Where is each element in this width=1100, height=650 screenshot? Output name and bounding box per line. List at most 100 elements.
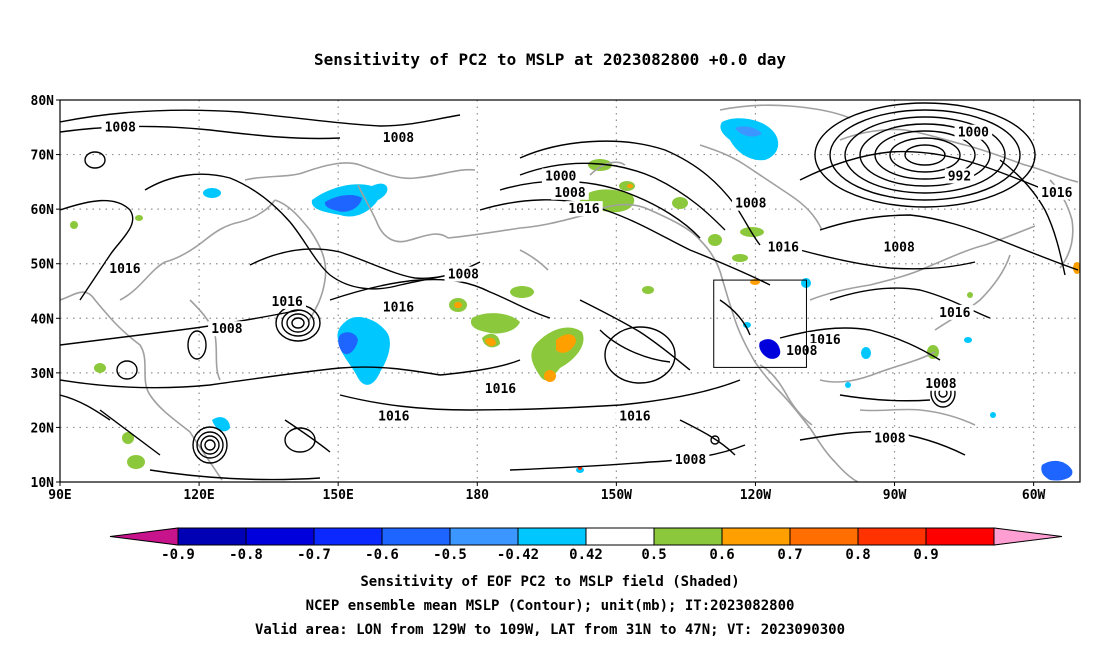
shade-negative-baja — [759, 339, 781, 359]
colorbar-label: -0.6 — [365, 547, 399, 563]
lon-label: 90E — [48, 488, 71, 500]
contour-label: 1016 — [619, 410, 650, 425]
contour-label-bg — [616, 408, 654, 424]
contour-label-bg — [764, 239, 803, 255]
colorbar-label: -0.42 — [497, 547, 539, 563]
colorbar-bin — [177, 527, 247, 546]
lat-label: 30N — [31, 367, 55, 382]
contour-label: 1000 — [545, 169, 576, 184]
contour-label-bg — [551, 184, 589, 200]
contour-label-bg — [101, 119, 140, 135]
contour-label-bg — [936, 304, 974, 320]
colorbar-label: 0.6 — [709, 547, 734, 563]
colorbar-bin — [925, 527, 995, 546]
colorbar-bin — [721, 527, 791, 546]
colorbar-bin — [653, 527, 723, 546]
low-pressure-center — [814, 102, 1036, 208]
contour-label-bg — [671, 452, 710, 468]
contour-label: 1016 — [768, 240, 799, 255]
colorbar-low-extend — [109, 527, 179, 546]
footer-line-2: NCEP ensemble mean MSLP (Contour); unit(… — [305, 598, 795, 614]
footer-line-1: Sensitivity of EOF PC2 to MSLP field (Sh… — [360, 574, 740, 590]
colorbar: -0.9 -0.8 -0.7 -0.6 -0.5 -0.42 0.42 0.5 0.6 0.7 0.… — [109, 527, 1063, 563]
colorbar-label: -0.7 — [297, 547, 331, 563]
contour-label: 1016 — [939, 306, 970, 321]
lat-label: 20N — [31, 421, 55, 436]
contour-label: 1008 — [735, 197, 766, 212]
plot-frame — [59, 99, 1081, 483]
contour-label-bg — [444, 266, 483, 282]
storm-centers — [84, 151, 956, 464]
contour-label: 1008 — [211, 322, 242, 337]
contour-label: 992 — [948, 169, 971, 184]
colorbar-label: 0.42 — [569, 547, 603, 563]
shade-negative-arctic — [720, 118, 779, 161]
latitude-axis: 80N 70N 60N 50N 40N 30N 20N 10N — [31, 94, 60, 491]
contour-label-bg — [379, 130, 418, 146]
contour-label-bg — [541, 168, 580, 184]
longitude-axis: 90E 120E 150E 180 150W 120W 90W 60W — [48, 482, 1046, 500]
contour-label: 1008 — [448, 268, 479, 283]
contour-label: 1008 — [383, 131, 414, 146]
lat-label: 10N — [31, 476, 55, 491]
shade-negative-pacific-west-core — [338, 332, 358, 355]
contour-label-bg — [922, 375, 960, 391]
contour-label-bg — [880, 239, 918, 255]
gridlines — [60, 100, 1080, 482]
colorbar-bin — [313, 527, 383, 546]
plot-background — [60, 100, 1080, 482]
colorbar-bin — [381, 527, 451, 546]
lon-label: 120W — [740, 488, 771, 500]
map-title: Sensitivity of PC2 to MSLP at 2023082800… — [313, 50, 786, 69]
contour-label-bg — [375, 408, 413, 424]
contour-label-bg — [565, 201, 603, 217]
colorbar-bin — [789, 527, 859, 546]
contour-label: 1008 — [884, 240, 915, 255]
colorbar-label: -0.5 — [433, 547, 467, 563]
colorbar-label: 0.5 — [641, 547, 666, 563]
contour-label: 1008 — [105, 120, 136, 135]
contour-label: 1016 — [109, 262, 140, 277]
contour-label: 1008 — [675, 453, 706, 468]
colorbar-bin — [857, 527, 927, 546]
contour-label-bg — [1038, 184, 1076, 200]
contour-label-bg — [871, 430, 909, 446]
colorbar-high-extend — [993, 527, 1063, 546]
mslp-contours — [60, 109, 1079, 481]
lon-label: 150W — [601, 488, 632, 500]
footer-line-3: Valid area: LON from 129W to 109W, LAT f… — [254, 622, 845, 638]
contour-label-bg — [954, 124, 993, 140]
shade-positive-midpacific — [470, 313, 520, 334]
colorbar-bin — [245, 527, 315, 546]
lon-label: 180 — [466, 488, 490, 500]
contour-label: 1016 — [485, 382, 516, 397]
lat-label: 80N — [31, 94, 55, 109]
colorbar-label: 0.8 — [845, 547, 870, 563]
lon-label: 150E — [323, 488, 354, 500]
colorbar-bin — [517, 527, 587, 546]
colorbar-label: 0.7 — [777, 547, 802, 563]
valid-area-box — [713, 279, 807, 368]
contour-label-bg — [268, 293, 306, 309]
contour-label-bg — [379, 299, 418, 315]
lat-label: 60N — [31, 203, 55, 218]
contour-label: 1008 — [554, 186, 585, 201]
contour-label-bg — [783, 343, 821, 359]
colorbar-label: -0.9 — [161, 547, 195, 563]
lat-label: 40N — [31, 312, 55, 327]
colorbar-bin — [585, 527, 655, 546]
colorbar-label: -0.8 — [229, 547, 263, 563]
lon-label: 60W — [1022, 488, 1046, 500]
contour-label-bg — [106, 261, 144, 277]
lat-label: 70N — [31, 149, 55, 164]
contour-label-bg — [208, 321, 246, 337]
lon-label: 90W — [883, 488, 907, 500]
shade-negative-arctic-core — [735, 126, 762, 137]
lon-label: 120E — [183, 488, 214, 500]
shade-negative-kamchatka-core — [324, 195, 362, 212]
contour-label: 1016 — [378, 410, 409, 425]
contour-label: 1016 — [272, 295, 303, 310]
lat-label: 50N — [31, 258, 55, 273]
